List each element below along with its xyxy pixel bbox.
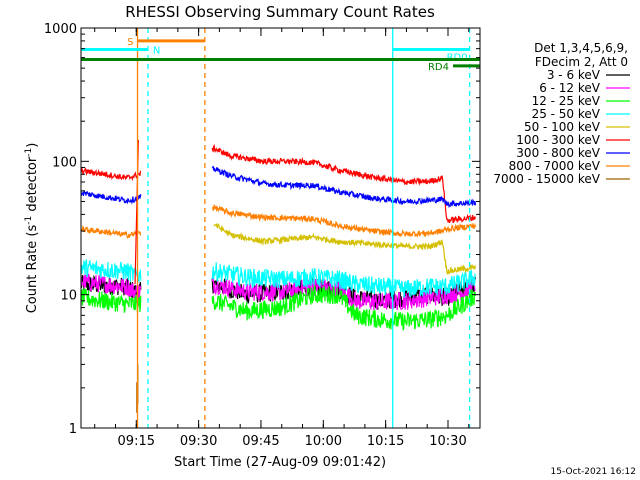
generation-timestamp: 15-Oct-2021 16:12 — [551, 467, 636, 477]
legend-label: 7000 - 15000 keV — [493, 172, 600, 186]
x-tick-label: 09:45 — [242, 434, 279, 449]
vertical-markers — [136, 28, 471, 428]
legend-label: 12 - 25 keV — [532, 94, 601, 108]
y-tick-label: 1 — [69, 422, 77, 437]
series-line — [213, 222, 476, 275]
y-tick-label: 100 — [52, 155, 77, 170]
series-800-7000-kev — [80, 204, 477, 239]
legend-label: 100 - 300 keV — [516, 133, 600, 147]
legend-label: 25 - 50 keV — [532, 107, 601, 121]
series-12-25-kev — [80, 284, 477, 331]
series-25-50-kev — [80, 259, 476, 298]
y-tick-label: 10 — [60, 289, 77, 304]
series-line — [80, 143, 477, 224]
flag-label: N — [153, 45, 160, 56]
legend-label: 6 - 12 keV — [539, 81, 601, 95]
flag-label: RD4 — [428, 62, 449, 73]
legend-label: 50 - 100 keV — [524, 120, 601, 134]
series-line — [80, 284, 477, 331]
x-tick-label: 09:30 — [180, 434, 217, 449]
x-tick-label: 10:00 — [305, 434, 342, 449]
x-axis-label: Start Time (27-Aug-09 09:01:42) — [174, 455, 386, 470]
series-line — [80, 204, 477, 239]
flag-label: S — [127, 37, 133, 48]
legend-header-decimation: FDecim 2, Att 0 — [535, 55, 628, 69]
legend-label: 3 - 6 keV — [547, 68, 601, 82]
x-tick-label: 09:15 — [118, 434, 155, 449]
flag-label: RD0 — [447, 52, 468, 63]
legend: Det 1,3,4,5,6,9, FDecim 2, Att 0 3 - 6 k… — [493, 41, 630, 186]
x-axis: 09:15 09:30 09:45 10:00 10:15 10:30 — [94, 28, 470, 449]
series-line — [80, 165, 477, 209]
x-tick-label: 10:15 — [367, 434, 404, 449]
legend-header-detectors: Det 1,3,4,5,6,9, — [534, 41, 628, 55]
series-line — [80, 259, 476, 298]
series-layer — [80, 139, 477, 413]
legend-label: 800 - 7000 keV — [509, 159, 601, 173]
plot-frame — [80, 27, 481, 429]
chart-title: RHESSI Observing Summary Count Rates — [125, 3, 435, 21]
series-50-100-kev — [213, 222, 476, 275]
y-axis-label: Count Rate (s-1 detector-1) — [24, 143, 40, 314]
y-tick-label: 1000 — [44, 22, 77, 37]
legend-label: 300 - 800 keV — [516, 146, 600, 160]
series-300-800-kev — [80, 165, 477, 209]
x-tick-label: 10:30 — [429, 434, 466, 449]
series-100-300-kev — [80, 143, 477, 224]
y-axis: 1 10 100 1000 — [44, 22, 480, 437]
